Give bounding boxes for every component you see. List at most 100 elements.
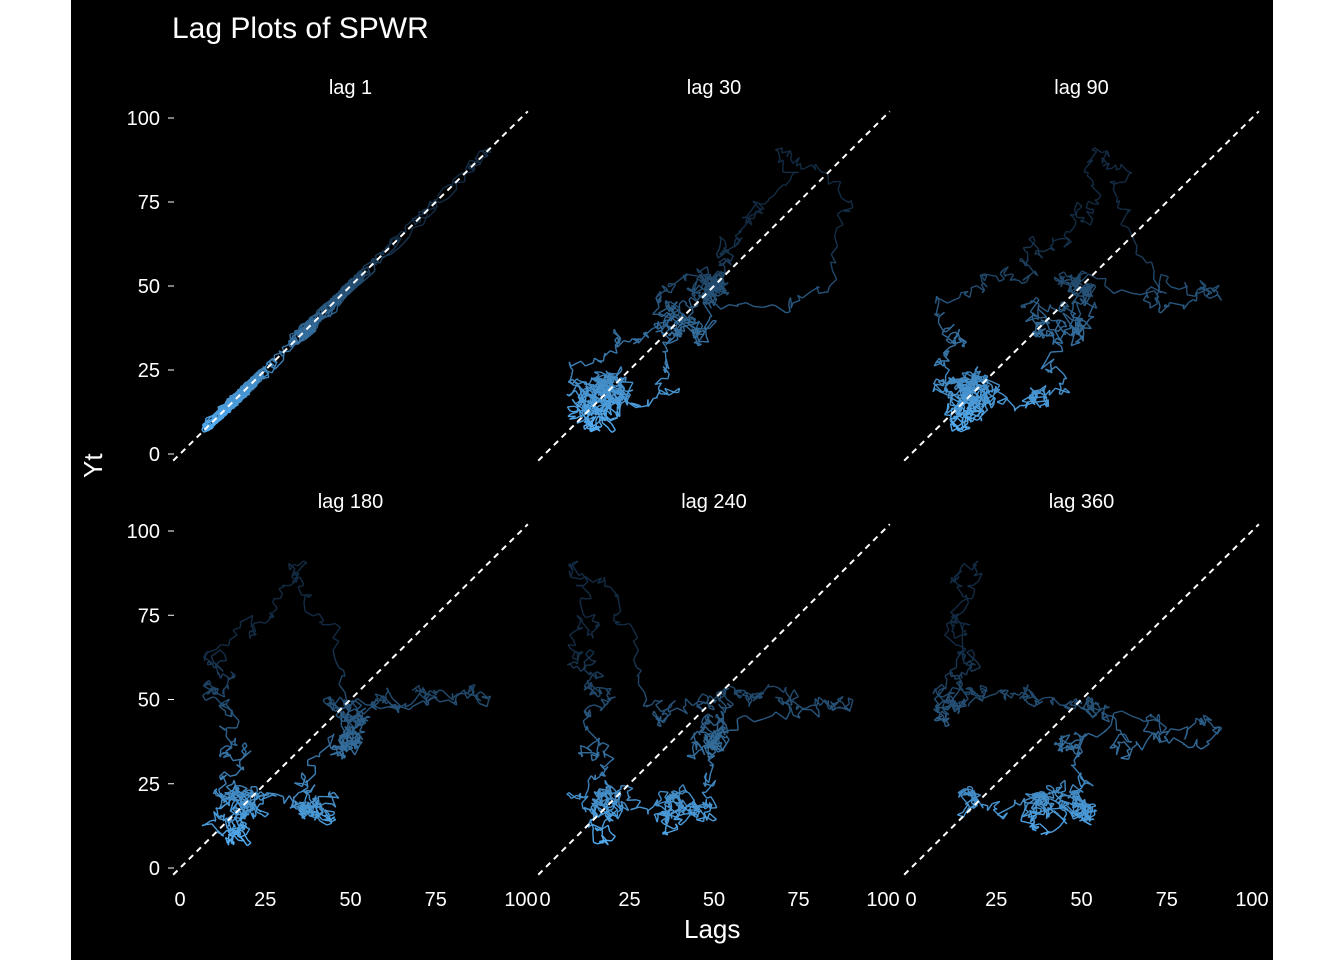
lag-segment: [327, 302, 332, 307]
lag-segment: [949, 344, 956, 348]
lag-segment: [1120, 224, 1129, 229]
lag-segment: [465, 691, 471, 696]
lag-segment: [222, 689, 225, 694]
lag-segment: [789, 175, 793, 181]
lag-segment: [595, 415, 599, 421]
lag-segment: [1055, 366, 1064, 375]
lag-segment: [612, 328, 616, 333]
lag-segment: [603, 409, 606, 416]
lag-segment: [575, 381, 579, 385]
lag-segment: [259, 621, 266, 624]
lag-segment: [699, 322, 704, 327]
lag-segment: [639, 404, 648, 408]
lag-segment: [603, 350, 611, 357]
lag-segment: [334, 696, 341, 705]
lag-segment: [724, 240, 727, 248]
lag-segment: [1188, 299, 1194, 304]
lag-segment: [990, 274, 997, 277]
lag-segment: [758, 209, 764, 215]
lag-segment: [326, 822, 332, 826]
lag-segment: [217, 402, 229, 408]
lag-segment: [373, 261, 376, 271]
lag-segment: [225, 730, 228, 737]
lag-segment: [1131, 236, 1138, 247]
lag-segment: [309, 312, 318, 320]
lag-segment: [338, 675, 343, 685]
lag-segment: [1157, 285, 1161, 292]
lag-segment: [963, 293, 971, 299]
lag-segment: [702, 340, 709, 343]
lag-segment: [479, 149, 488, 153]
lag-segment: [1124, 173, 1130, 183]
lag-segment: [706, 266, 710, 274]
lag-segment: [786, 310, 791, 314]
lag-segment: [312, 613, 320, 617]
lag-segment: [1073, 331, 1081, 334]
lag-segment: [646, 399, 649, 406]
lag-segment: [663, 318, 668, 327]
lag-segment: [702, 273, 709, 277]
lag-segment: [662, 350, 666, 353]
lag-segment: [412, 224, 424, 229]
lag-segment: [734, 235, 741, 241]
lag-segment: [1164, 305, 1169, 309]
lag-segment: [363, 261, 372, 267]
lag-segment: [351, 275, 357, 281]
lag-segment: [296, 325, 301, 337]
lag-segment: [836, 224, 844, 229]
lag-segment: [1150, 286, 1159, 292]
lag-segment: [981, 289, 986, 294]
lag-segment: [363, 268, 369, 274]
lag-segment: [1020, 301, 1033, 307]
lag-segment: [665, 305, 671, 313]
lag-segment: [1083, 167, 1087, 173]
lag-segment: [594, 404, 600, 410]
lag-segment: [216, 649, 221, 653]
lag-segment: [578, 379, 583, 383]
lag-segment: [614, 339, 619, 346]
lag-segment: [618, 338, 622, 345]
lag-segment: [685, 273, 693, 276]
lag-segment: [587, 421, 593, 428]
lag-segment: [1035, 296, 1040, 301]
lag-segment: [743, 301, 747, 305]
lag-segment: [959, 292, 962, 298]
lag-segment: [637, 335, 646, 344]
lag-segment: [720, 259, 727, 267]
lag-segment: [657, 382, 663, 389]
lag-segment: [303, 331, 306, 339]
lag-segment: [969, 291, 972, 298]
lag-segment: [715, 248, 721, 255]
lag-segment: [1112, 189, 1119, 199]
lag-segment: [605, 408, 612, 416]
lag-segment: [960, 408, 963, 412]
lag-segment: [941, 333, 949, 339]
lag-segment: [944, 414, 951, 417]
lag-segment: [655, 389, 661, 399]
lag-segment: [714, 273, 721, 279]
lag-segment: [944, 369, 950, 377]
lag-segment: [1143, 299, 1151, 304]
lag-segment: [687, 316, 693, 319]
lag-segment: [206, 823, 212, 826]
lag-segment: [1063, 271, 1068, 278]
lag-segment: [338, 287, 343, 296]
lag-segment: [474, 157, 482, 165]
lag-segment: [335, 299, 340, 312]
lag-segment: [348, 286, 354, 295]
lag-segment: [1036, 249, 1045, 253]
lag-segment: [1085, 200, 1090, 208]
panel-lag-90: lag 90: [903, 77, 1260, 462]
lag-segment: [342, 283, 347, 291]
lag-segment: [307, 322, 312, 326]
lag-segment: [294, 338, 298, 342]
lag-segment: [617, 337, 621, 343]
lag-segment: [408, 227, 414, 237]
lag-segment: [655, 297, 660, 304]
lag-segment: [763, 199, 770, 205]
lag-segment: [688, 299, 694, 312]
lag-segment: [300, 320, 312, 326]
lag-segment: [379, 256, 384, 264]
lag-segment: [1093, 188, 1102, 196]
